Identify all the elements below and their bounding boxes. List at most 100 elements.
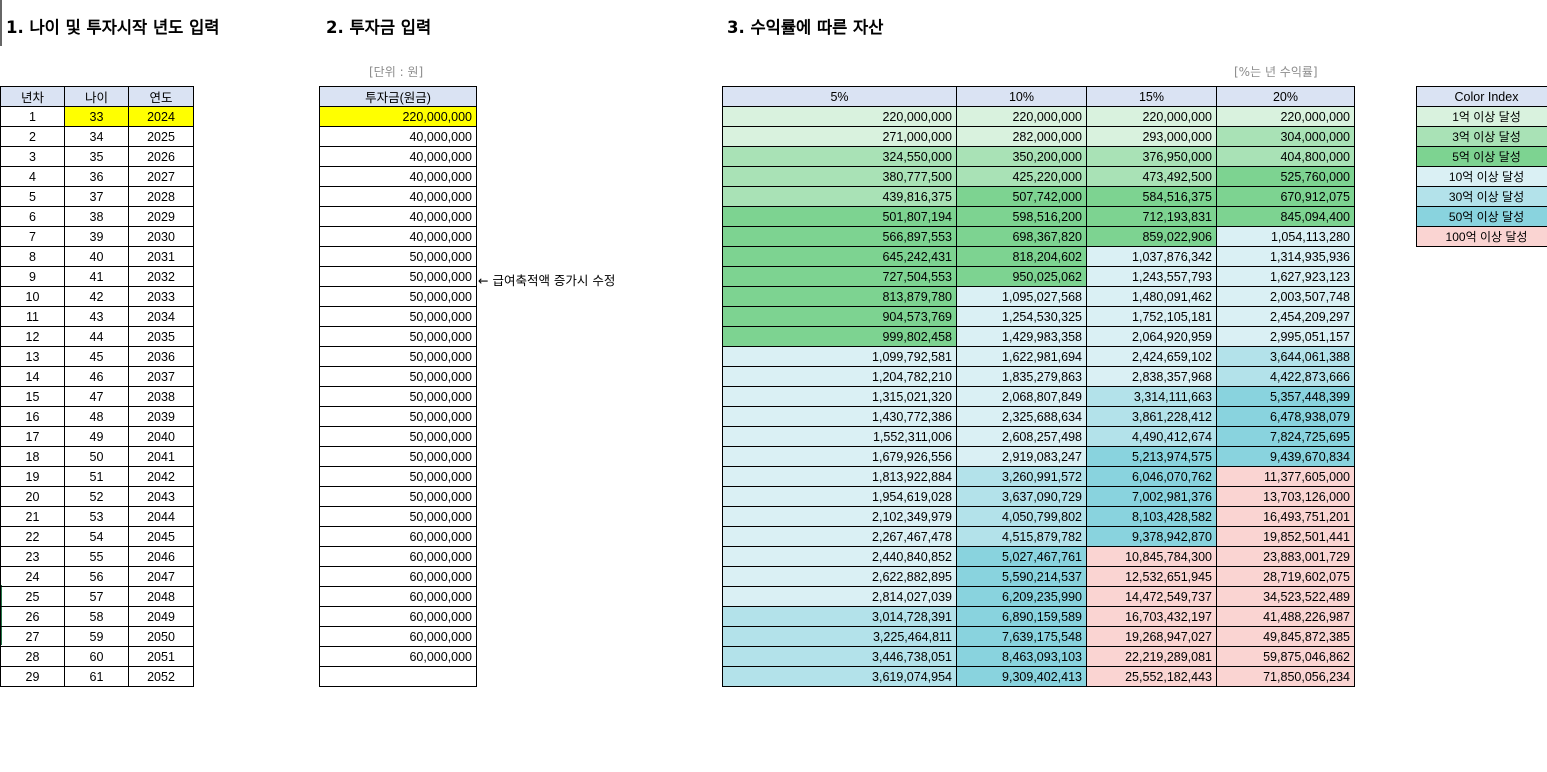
asset-cell[interactable]: 3,619,074,954 xyxy=(722,666,957,687)
cell[interactable]: 41 xyxy=(64,266,129,287)
color-index-item[interactable]: 10억 이상 달성 xyxy=(1416,166,1547,187)
investment-cell[interactable]: 60,000,000 xyxy=(319,626,477,647)
cell[interactable]: 37 xyxy=(64,186,129,207)
asset-cell[interactable]: 28,719,602,075 xyxy=(1216,566,1355,587)
asset-cell[interactable]: 859,022,906 xyxy=(1086,226,1217,247)
asset-cell[interactable]: 1,314,935,936 xyxy=(1216,246,1355,267)
asset-cell[interactable]: 473,492,500 xyxy=(1086,166,1217,187)
cell[interactable]: 2045 xyxy=(128,526,194,547)
asset-cell[interactable]: 2,064,920,959 xyxy=(1086,326,1217,347)
cell[interactable]: 35 xyxy=(64,146,129,167)
investment-cell[interactable]: 60,000,000 xyxy=(319,546,477,567)
asset-cell[interactable]: 4,515,879,782 xyxy=(956,526,1087,547)
asset-cell[interactable]: 8,463,093,103 xyxy=(956,646,1087,667)
investment-cell[interactable]: 40,000,000 xyxy=(319,186,477,207)
asset-cell[interactable]: 6,209,235,990 xyxy=(956,586,1087,607)
asset-cell[interactable]: 23,883,001,729 xyxy=(1216,546,1355,567)
investment-cell[interactable]: 50,000,000 xyxy=(319,506,477,527)
cell[interactable]: 51 xyxy=(64,466,129,487)
color-index-item[interactable]: 3억 이상 달성 xyxy=(1416,126,1547,147)
asset-cell[interactable]: 2,267,467,478 xyxy=(722,526,957,547)
asset-cell[interactable]: 41,488,226,987 xyxy=(1216,606,1355,627)
investment-cell[interactable]: 40,000,000 xyxy=(319,226,477,247)
asset-cell[interactable]: 49,845,872,385 xyxy=(1216,626,1355,647)
asset-cell[interactable]: 727,504,553 xyxy=(722,266,957,287)
asset-cell[interactable]: 598,516,200 xyxy=(956,206,1087,227)
investment-cell[interactable]: 50,000,000 xyxy=(319,286,477,307)
cell[interactable]: 61 xyxy=(64,666,129,687)
cell[interactable]: 2036 xyxy=(128,346,194,367)
asset-cell[interactable]: 380,777,500 xyxy=(722,166,957,187)
asset-cell[interactable]: 2,068,807,849 xyxy=(956,386,1087,407)
asset-cell[interactable]: 22,219,289,081 xyxy=(1086,646,1217,667)
investment-cell[interactable]: 40,000,000 xyxy=(319,166,477,187)
investment-cell[interactable]: 60,000,000 xyxy=(319,586,477,607)
cell[interactable]: 49 xyxy=(64,426,129,447)
cell[interactable]: 6 xyxy=(0,206,65,227)
asset-cell[interactable]: 2,622,882,895 xyxy=(722,566,957,587)
cell[interactable]: 20 xyxy=(0,486,65,507)
asset-cell[interactable]: 2,325,688,634 xyxy=(956,406,1087,427)
cell[interactable]: 2034 xyxy=(128,306,194,327)
asset-cell[interactable]: 1,099,792,581 xyxy=(722,346,957,367)
cell[interactable]: 14 xyxy=(0,366,65,387)
asset-cell[interactable]: 1,813,922,884 xyxy=(722,466,957,487)
investment-cell[interactable]: 40,000,000 xyxy=(319,146,477,167)
cell[interactable]: 2044 xyxy=(128,506,194,527)
cell[interactable]: 28 xyxy=(0,646,65,667)
asset-cell[interactable]: 2,424,659,102 xyxy=(1086,346,1217,367)
investment-cell[interactable]: 50,000,000 xyxy=(319,446,477,467)
asset-cell[interactable]: 566,897,553 xyxy=(722,226,957,247)
cell[interactable]: 2026 xyxy=(128,146,194,167)
asset-cell[interactable]: 16,703,432,197 xyxy=(1086,606,1217,627)
cell[interactable]: 3 xyxy=(0,146,65,167)
cell[interactable]: 29 xyxy=(0,666,65,687)
cell[interactable]: 2031 xyxy=(128,246,194,267)
asset-cell[interactable]: 7,002,981,376 xyxy=(1086,486,1217,507)
investment-cell[interactable]: 60,000,000 xyxy=(319,646,477,667)
asset-cell[interactable]: 2,919,083,247 xyxy=(956,446,1087,467)
cell[interactable]: 16 xyxy=(0,406,65,427)
asset-cell[interactable]: 220,000,000 xyxy=(722,106,957,127)
investment-cell[interactable]: 50,000,000 xyxy=(319,466,477,487)
asset-cell[interactable]: 13,703,126,000 xyxy=(1216,486,1355,507)
cell[interactable]: 60 xyxy=(64,646,129,667)
asset-cell[interactable]: 5,357,448,399 xyxy=(1216,386,1355,407)
asset-cell[interactable]: 350,200,000 xyxy=(956,146,1087,167)
cell[interactable]: 2052 xyxy=(128,666,194,687)
cell[interactable]: 2029 xyxy=(128,206,194,227)
investment-cell[interactable]: 60,000,000 xyxy=(319,566,477,587)
cell[interactable]: 54 xyxy=(64,526,129,547)
asset-cell[interactable]: 845,094,400 xyxy=(1216,206,1355,227)
asset-cell[interactable]: 818,204,602 xyxy=(956,246,1087,267)
asset-cell[interactable]: 584,516,375 xyxy=(1086,186,1217,207)
investment-cell[interactable]: 40,000,000 xyxy=(319,126,477,147)
investment-cell[interactable] xyxy=(319,666,477,687)
cell[interactable]: 2028 xyxy=(128,186,194,207)
cell[interactable]: 2035 xyxy=(128,326,194,347)
asset-cell[interactable]: 324,550,000 xyxy=(722,146,957,167)
asset-cell[interactable]: 507,742,000 xyxy=(956,186,1087,207)
asset-cell[interactable]: 1,622,981,694 xyxy=(956,346,1087,367)
investment-cell[interactable]: 60,000,000 xyxy=(319,606,477,627)
asset-cell[interactable]: 220,000,000 xyxy=(1086,106,1217,127)
asset-cell[interactable]: 11,377,605,000 xyxy=(1216,466,1355,487)
cell[interactable]: 15 xyxy=(0,386,65,407)
asset-cell[interactable]: 220,000,000 xyxy=(1216,106,1355,127)
asset-cell[interactable]: 304,000,000 xyxy=(1216,126,1355,147)
cell[interactable]: 2047 xyxy=(128,566,194,587)
investment-cell[interactable]: 50,000,000 xyxy=(319,266,477,287)
asset-cell[interactable]: 439,816,375 xyxy=(722,186,957,207)
asset-cell[interactable]: 1,037,876,342 xyxy=(1086,246,1217,267)
investment-cell[interactable]: 50,000,000 xyxy=(319,326,477,347)
cell[interactable]: 52 xyxy=(64,486,129,507)
cell[interactable]: 45 xyxy=(64,346,129,367)
asset-cell[interactable]: 950,025,062 xyxy=(956,266,1087,287)
asset-cell[interactable]: 2,440,840,852 xyxy=(722,546,957,567)
asset-cell[interactable]: 8,103,428,582 xyxy=(1086,506,1217,527)
cell[interactable]: 36 xyxy=(64,166,129,187)
asset-cell[interactable]: 34,523,522,489 xyxy=(1216,586,1355,607)
cell[interactable]: 1 xyxy=(0,106,65,127)
cell[interactable]: 2 xyxy=(0,126,65,147)
cell[interactable]: 2049 xyxy=(128,606,194,627)
